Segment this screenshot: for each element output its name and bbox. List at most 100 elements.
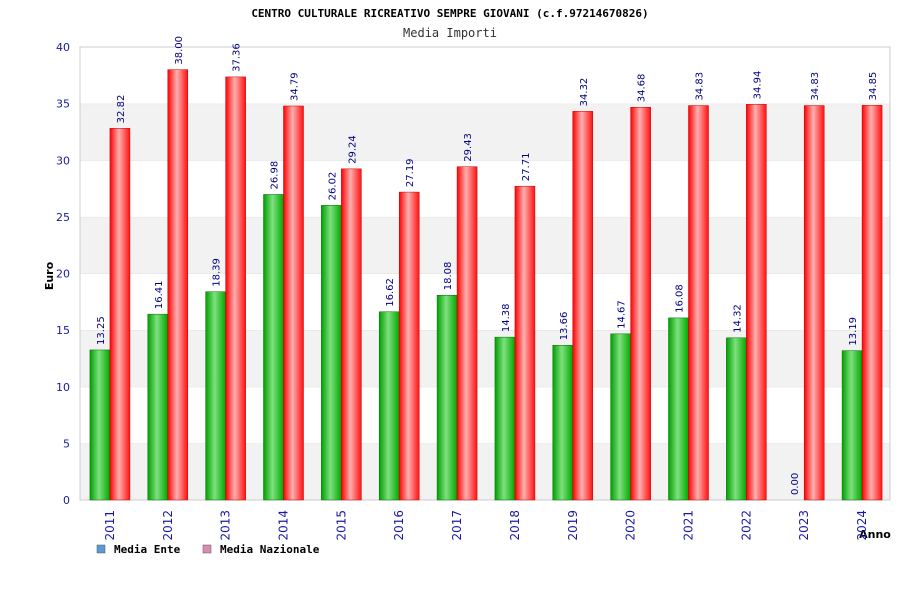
- data-label: 34.79: [290, 72, 301, 101]
- x-tick-label: 2021: [682, 510, 696, 541]
- data-label: 16.62: [385, 278, 396, 307]
- x-tick-label: 2024: [855, 510, 869, 541]
- grid-band: [80, 47, 890, 104]
- data-label: 14.38: [501, 304, 512, 333]
- data-label: 16.08: [675, 284, 686, 313]
- bar-media-ente: [552, 345, 574, 501]
- y-axis-label: Euro: [43, 261, 56, 290]
- bar-media-nazionale: [746, 104, 767, 501]
- x-tick-label: 2018: [508, 510, 522, 541]
- bar-labels: 13.25 32.82 16.41 38.00 18.39 37.36 26.98 34.79…: [96, 36, 879, 495]
- bar-media-nazionale: [109, 128, 131, 501]
- bar-media-nazionale: [456, 166, 478, 501]
- bar-media-ente: [436, 294, 458, 501]
- grid-band: [80, 443, 890, 500]
- bar-media-nazionale: [283, 105, 304, 501]
- legend: Media Ente Media Nazionale: [96, 543, 320, 556]
- data-label: 29.43: [463, 133, 474, 162]
- x-axis-ticks: 2011 2012 2013 2014 2015 2016 2017 2018 2019 2020…: [103, 510, 869, 541]
- x-tick-label: 2019: [566, 510, 580, 541]
- bar-media-nazionale: [803, 105, 825, 501]
- data-label: 29.24: [347, 135, 358, 164]
- x-tick-label: 2017: [450, 510, 464, 541]
- data-label: 38.00: [174, 36, 185, 65]
- data-label: 26.98: [270, 161, 281, 190]
- data-label: 13.66: [559, 312, 570, 341]
- legend-label: Media Nazionale: [220, 543, 320, 556]
- x-tick-label: 2012: [161, 510, 175, 541]
- data-label: 34.94: [752, 71, 763, 100]
- y-tick-label: 30: [56, 154, 70, 167]
- x-tick-label: 2015: [334, 510, 348, 541]
- y-axis-ticks: 0 5 10 15 20 25 30 35 40: [56, 41, 70, 507]
- bar-media-nazionale: [514, 185, 536, 501]
- bar-media-nazionale: [225, 76, 246, 501]
- y-tick-label: 15: [56, 324, 70, 337]
- legend-swatch: [202, 544, 212, 554]
- data-label: 34.32: [579, 78, 590, 107]
- x-tick-label: 2023: [797, 510, 811, 541]
- x-tick-label: 2022: [739, 510, 753, 541]
- bar-media-nazionale: [861, 105, 883, 501]
- y-tick-label: 0: [63, 494, 70, 507]
- chart-title: CENTRO CULTURALE RICREATIVO SEMPRE GIOVA…: [251, 7, 648, 20]
- data-label: 34.85: [868, 72, 879, 101]
- bar-media-nazionale: [630, 106, 651, 501]
- x-tick-label: 2013: [219, 510, 233, 541]
- grid-bands: [79, 46, 891, 501]
- data-label: 32.82: [116, 95, 127, 124]
- plot-frame: [79, 46, 891, 501]
- chart-subtitle: Media Importi: [403, 26, 497, 40]
- data-label: 0.00: [790, 473, 801, 495]
- bar-media-nazionale: [572, 111, 594, 501]
- data-label: 27.19: [405, 158, 416, 187]
- bar-media-nazionale: [167, 69, 189, 501]
- legend-label: Media Ente: [114, 543, 181, 556]
- y-tick-label: 10: [56, 381, 70, 394]
- bar-media-ente: [610, 333, 631, 501]
- bar-media-ente: [89, 349, 111, 501]
- grid-band: [80, 103, 890, 161]
- y-tick-label: 25: [56, 211, 70, 224]
- data-label: 13.19: [848, 317, 859, 346]
- bar-media-ente: [668, 317, 689, 501]
- data-label: 18.08: [443, 262, 454, 291]
- data-label: 34.68: [637, 74, 648, 103]
- bar-media-nazionale: [688, 105, 709, 501]
- data-label: 34.83: [810, 72, 821, 101]
- y-tick-label: 20: [56, 268, 70, 281]
- x-tick-label: 2020: [624, 510, 638, 541]
- x-axis-label: Anno: [859, 528, 891, 541]
- y-tick-label: 5: [63, 437, 70, 450]
- data-label: 16.41: [154, 281, 165, 310]
- bar-media-nazionale: [398, 191, 420, 501]
- data-label: 18.39: [212, 258, 223, 287]
- bar-media-nazionale: [341, 168, 362, 501]
- grid-band: [80, 330, 890, 387]
- x-tick-label: 2014: [277, 510, 291, 541]
- bar-media-ente: [263, 194, 284, 501]
- grid-band: [80, 216, 890, 274]
- bar-media-ente: [321, 205, 342, 501]
- legend-swatch: [96, 544, 106, 554]
- bar-media-ente: [147, 313, 169, 501]
- bar-media-ente: [726, 337, 747, 501]
- grid-band: [80, 273, 890, 331]
- bar-media-ente: [841, 350, 863, 501]
- x-tick-label: 2016: [392, 510, 406, 541]
- bar-media-ente: [378, 311, 400, 501]
- data-label: 14.32: [732, 304, 743, 333]
- bars: [89, 69, 883, 501]
- data-label: 37.36: [232, 43, 243, 72]
- y-tick-label: 40: [56, 41, 70, 54]
- data-label: 13.25: [96, 316, 107, 345]
- grid-band: [80, 386, 890, 444]
- data-label: 34.83: [695, 72, 706, 101]
- data-label: 27.71: [521, 153, 532, 182]
- data-label: 26.02: [327, 172, 338, 201]
- grid-band: [80, 160, 890, 217]
- bar-media-ente: [494, 336, 516, 501]
- data-label: 14.67: [617, 300, 628, 329]
